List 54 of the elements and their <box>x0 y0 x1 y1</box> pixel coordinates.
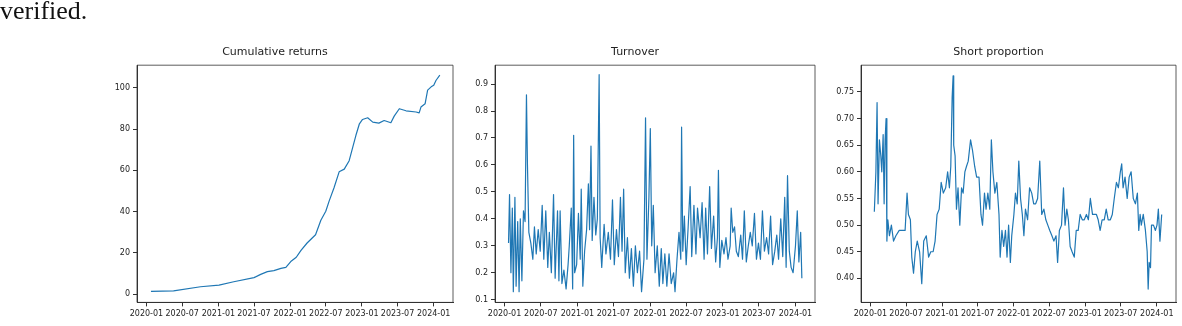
y-tick-label: 0 <box>124 289 130 299</box>
x-tick-label: 2020-07 <box>165 309 199 319</box>
y-tick-label: 0.45 <box>836 246 854 256</box>
y-tick-label: 0.7 <box>475 133 488 143</box>
x-tick-label: 2022-01 <box>273 309 307 319</box>
y-tick-label: 0.8 <box>475 106 488 116</box>
x-tick-label: 2022-07 <box>309 309 343 319</box>
x-tick-label: 2021-01 <box>201 309 236 319</box>
y-tick-label: 0.55 <box>836 193 854 203</box>
x-tick-label: 2020-01 <box>129 309 164 319</box>
y-tick-label: 0.6 <box>475 160 488 170</box>
x-tick-label: 2022-07 <box>1032 309 1066 319</box>
y-tick-label: 40 <box>119 206 130 216</box>
y-tick-label: 0.2 <box>475 267 488 277</box>
x-tick-label: 2020-07 <box>524 309 558 319</box>
x-tick-label: 2023-07 <box>380 309 415 319</box>
x-tick-label: 2020-01 <box>853 309 888 319</box>
x-tick-label: 2023-01 <box>1068 309 1102 319</box>
x-tick-label: 2022-07 <box>669 309 703 319</box>
y-tick-label: 80 <box>119 124 130 134</box>
y-tick-label: 0.4 <box>475 213 488 223</box>
y-tick-label: 0.60 <box>836 166 854 176</box>
chart-title: Cumulative returns <box>222 45 329 59</box>
y-tick-label: 60 <box>119 165 130 175</box>
x-tick-label: 2020-07 <box>889 309 923 319</box>
chart-title: Short proportion <box>953 45 1044 59</box>
y-tick-label: 0.40 <box>836 273 854 283</box>
y-tick-label: 0.70 <box>836 113 854 123</box>
x-tick-label: 2021-01 <box>925 309 959 319</box>
x-tick-label: 2023-01 <box>345 309 379 319</box>
x-tick-label: 2022-01 <box>996 309 1031 319</box>
y-tick-label: 0.9 <box>475 79 488 89</box>
y-tick-label: 100 <box>114 82 130 92</box>
y-tick-label: 0.5 <box>475 186 488 196</box>
x-tick-label: 2023-01 <box>706 309 740 319</box>
y-tick-label: 0.1 <box>475 294 488 304</box>
x-tick-label: 2024-01 <box>417 309 451 319</box>
y-tick-label: 20 <box>119 247 130 257</box>
text: verified. <box>0 0 88 26</box>
x-tick-label: 2021-07 <box>596 309 631 319</box>
y-tick-label: 0.3 <box>475 240 488 250</box>
y-tick-label: 0.50 <box>836 220 854 230</box>
x-tick-label: 2021-01 <box>560 309 595 319</box>
x-tick-label: 2024-01 <box>1140 309 1174 319</box>
y-tick-label: 0.75 <box>836 86 854 96</box>
x-tick-label: 2021-07 <box>960 309 995 319</box>
x-tick-label: 2020-01 <box>487 309 522 319</box>
x-tick-label: 2022-01 <box>633 309 667 319</box>
y-tick-label: 0.65 <box>836 140 854 150</box>
x-tick-label: 2023-07 <box>1104 309 1138 319</box>
x-tick-label: 2023-07 <box>742 309 776 319</box>
chart-title: Turnover <box>610 45 660 59</box>
x-tick-label: 2024-01 <box>778 309 813 319</box>
x-tick-label: 2021-07 <box>237 309 271 319</box>
